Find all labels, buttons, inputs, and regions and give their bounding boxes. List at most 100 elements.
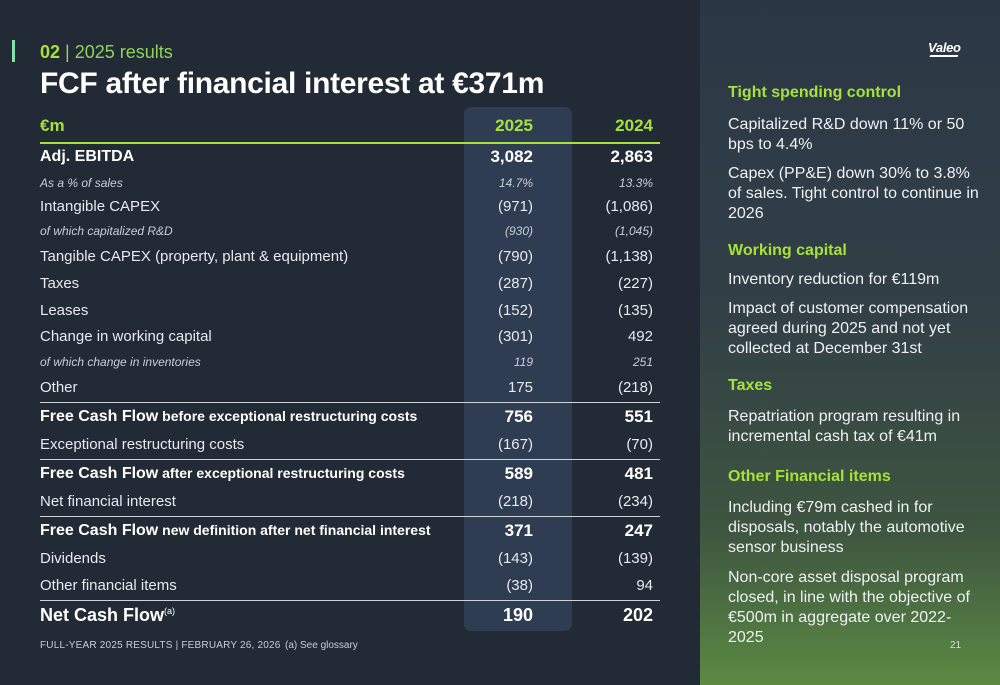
header-divider: [40, 142, 660, 144]
row-label: Change in working capital: [40, 327, 212, 345]
value-2024: (234): [617, 492, 653, 510]
right-panel: [700, 0, 1000, 685]
table-row-capitalized-rd: of which capitalized R&D (930) (1,045): [40, 219, 660, 243]
rp-heading-taxes: Taxes: [728, 377, 773, 394]
row-label-main: Free Cash Flow: [40, 408, 159, 425]
rp-text-non-core-program: Non-core asset disposal program closed, …: [728, 569, 970, 646]
row-label: Other financial items: [40, 576, 177, 594]
divider-fcf-new: [40, 516, 660, 517]
row-label: Leases: [40, 301, 89, 319]
value-2025: 175: [507, 378, 533, 396]
table-row-taxes: Taxes (287) (227): [40, 271, 660, 295]
value-2024: 481: [624, 464, 653, 483]
value-2025: (152): [497, 301, 533, 319]
table-row-fcf-before-restructuring: Free Cash Flow before exceptional restru…: [40, 405, 660, 429]
value-2025: (38): [506, 576, 533, 594]
value-2025: (971): [497, 197, 533, 215]
rp-heading-spending: Tight spending control: [728, 84, 902, 101]
row-label-main: Net Cash Flow: [40, 604, 165, 625]
row-label: Other: [40, 378, 78, 396]
page-title: FCF after financial interest at €371m: [40, 67, 545, 100]
value-2025: (218): [497, 492, 533, 510]
row-label: Free Cash Flow after exceptional restruc…: [40, 465, 660, 483]
header-2025: 2025: [495, 116, 533, 135]
value-2024: (227): [617, 274, 653, 292]
value-2024: 13.3%: [618, 176, 653, 190]
value-2025: (143): [497, 549, 533, 567]
section-label: 02 | 2025 results: [40, 42, 173, 63]
value-2024: 2,863: [610, 147, 653, 166]
value-2025: 589: [504, 464, 533, 483]
divider-fcf-before: [40, 402, 660, 403]
value-2025: (301): [497, 327, 533, 345]
header-2024: 2024: [615, 116, 653, 135]
value-2024: 202: [622, 604, 653, 625]
value-2025: (790): [497, 247, 533, 265]
divider-fcf-after: [40, 459, 660, 460]
logo-underline: [929, 55, 959, 57]
table-row-inventories: of which change in inventories 119 251: [40, 350, 660, 374]
rp-text-disposals: Including €79m cashed in for disposals, …: [728, 499, 965, 556]
value-2024: (139): [617, 549, 653, 567]
section-accent-bar: [12, 40, 15, 62]
table-row-pct-sales: As a % of sales 14.7% 13.3%: [40, 171, 660, 195]
table-row-dividends: Dividends (143) (139): [40, 546, 660, 570]
value-2024: 492: [627, 327, 653, 345]
value-2025: 119: [513, 355, 533, 369]
row-label: Net Cash Flow(a): [40, 605, 660, 626]
highlight-column-2025: [464, 107, 572, 631]
rp-heading-other-financial: Other Financial items: [728, 468, 891, 485]
row-label-main: Free Cash Flow: [40, 522, 159, 539]
value-2024: 551: [624, 407, 653, 426]
left-panel: [0, 0, 700, 685]
row-label: Free Cash Flow new definition after net …: [40, 522, 660, 540]
divider-net-cash-flow: [40, 600, 660, 601]
table-row-working-capital: Change in working capital (301) 492: [40, 324, 660, 348]
row-label: of which capitalized R&D: [40, 224, 173, 238]
value-2024: (70): [626, 435, 653, 453]
row-label: Free Cash Flow before exceptional restru…: [40, 408, 660, 426]
rp-heading-working-capital: Working capital: [728, 242, 847, 259]
value-2025: 190: [502, 604, 533, 625]
row-label: Taxes: [40, 274, 80, 292]
row-label: As a % of sales: [40, 176, 123, 190]
table-row-exceptional-restructuring: Exceptional restructuring costs (167) (7…: [40, 432, 660, 456]
row-label-suffix: after exceptional restructuring costs: [158, 465, 405, 481]
table-row-net-financial-interest: Net financial interest (218) (234): [40, 489, 660, 513]
value-2024: (1,086): [605, 197, 653, 215]
value-2025: (930): [504, 224, 533, 238]
valeo-logo: Valeo: [928, 40, 961, 55]
value-2025: 3,082: [490, 147, 533, 166]
rp-text-repatriation: Repatriation program resulting in increm…: [728, 408, 961, 445]
table-header-row: €m 2025 2024: [40, 114, 660, 138]
value-2025: 371: [504, 521, 533, 540]
row-label: Dividends: [40, 549, 106, 567]
row-label-suffix: new definition after net financial inter…: [158, 522, 431, 538]
row-label-suffix: before exceptional restructuring costs: [158, 408, 418, 424]
row-label: Tangible CAPEX (property, plant & equipm…: [40, 247, 349, 265]
table-row-leases: Leases (152) (135): [40, 298, 660, 322]
value-2024: 251: [632, 355, 653, 369]
table-row-net-cash-flow: Net Cash Flow(a) 190 202: [40, 603, 660, 627]
value-2024: (135): [617, 301, 653, 319]
table-row-fcf-new-definition: Free Cash Flow new definition after net …: [40, 519, 660, 543]
value-2024: 94: [636, 576, 653, 594]
rp-text-inventory: Inventory reduction for €119m: [728, 271, 940, 288]
rp-text-customer-compensation: Impact of customer compensation agreed d…: [728, 300, 969, 357]
rp-text-capex: Capex (PP&E) down 30% to 3.8% of sales. …: [728, 165, 979, 222]
value-2024: (1,138): [605, 247, 653, 265]
row-label: of which change in inventories: [40, 355, 201, 369]
page-number: 21: [950, 640, 962, 651]
value-2025: (287): [497, 274, 533, 292]
footnote-marker: (a): [164, 605, 176, 616]
table-row-adj-ebitda: Adj. EBITDA 3,082 2,863: [40, 145, 660, 169]
value-2024: (1,045): [614, 224, 653, 238]
value-2024: (218): [617, 378, 653, 396]
value-2025: 756: [504, 407, 533, 426]
value-2024: 247: [624, 521, 653, 540]
row-label: Net financial interest: [40, 492, 176, 510]
rp-text-capitalized-rd: Capitalized R&D down 11% or 50 bps to 4.…: [728, 116, 965, 153]
table-row-fcf-after-restructuring: Free Cash Flow after exceptional restruc…: [40, 462, 660, 486]
row-label: Adj. EBITDA: [40, 148, 135, 165]
header-unit: €m: [40, 116, 65, 135]
